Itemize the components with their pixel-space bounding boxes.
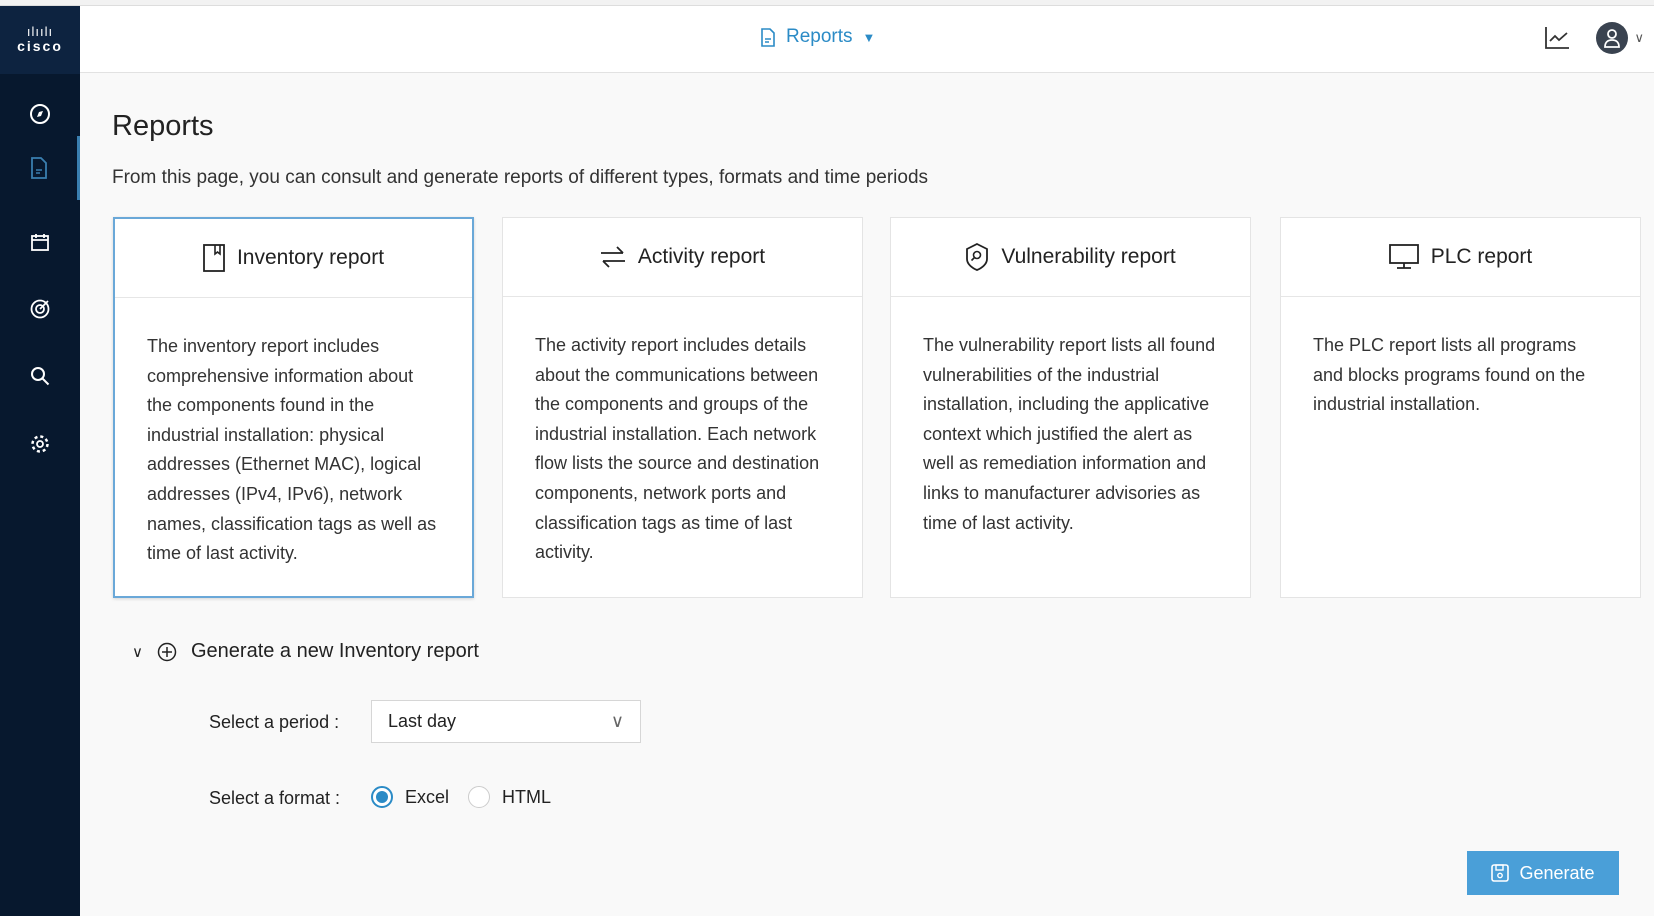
- generate-button-label: Generate: [1519, 862, 1595, 883]
- cisco-logo[interactable]: ılıılı cisco: [0, 6, 80, 74]
- target-icon: [30, 299, 50, 319]
- card-description: The activity report includes details abo…: [535, 335, 820, 563]
- card-title: Activity report: [637, 245, 766, 268]
- format-radio-html[interactable]: HTML: [468, 786, 551, 808]
- document-icon: [761, 27, 775, 47]
- generate-heading: Generate a new Inventory report: [190, 640, 479, 662]
- radio-button-checked[interactable]: [371, 786, 393, 808]
- card-title: PLC report: [1430, 245, 1533, 268]
- sidebar-item-reports[interactable]: [0, 136, 80, 200]
- page-title: Reports: [112, 110, 214, 142]
- document-icon: [30, 157, 47, 179]
- format-label: Select a format :: [209, 788, 341, 808]
- format-radio-excel[interactable]: Excel: [371, 786, 449, 808]
- card-activity-report[interactable]: Activity report The activity report incl…: [502, 217, 863, 598]
- card-inventory-report[interactable]: Inventory report The inventory report in…: [113, 217, 474, 598]
- card-description: The vulnerability report lists all found…: [923, 335, 1216, 533]
- sidebar: ılıılı cisco: [0, 6, 80, 916]
- chevron-down-icon: ∨: [132, 643, 143, 661]
- card-description: The PLC report lists all programs and bl…: [1313, 335, 1586, 415]
- window-top-border: [0, 0, 1654, 6]
- card-title: Vulnerability report: [1001, 245, 1176, 268]
- sidebar-item-search[interactable]: [0, 346, 80, 406]
- card-plc-report[interactable]: PLC report The PLC report lists all prog…: [1280, 217, 1641, 598]
- sidebar-item-events[interactable]: [0, 212, 80, 272]
- generate-section-toggle[interactable]: ∨ Generate a new Inventory report: [132, 640, 479, 663]
- page-description: From this page, you can consult and gene…: [112, 167, 929, 188]
- plus-circle-icon: [157, 642, 177, 661]
- generate-button[interactable]: Generate: [1467, 851, 1619, 895]
- bookmark-icon: [203, 244, 225, 272]
- chevron-down-icon: ∨: [610, 711, 624, 731]
- reports-menu-label: Reports: [786, 26, 853, 47]
- monitor-icon: [1388, 244, 1419, 269]
- calendar-icon: [31, 234, 49, 251]
- chart-icon[interactable]: [1544, 26, 1570, 50]
- compass-icon: [30, 104, 50, 124]
- reports-menu[interactable]: Reports ▼: [760, 26, 875, 48]
- radio-label: Excel: [405, 786, 450, 807]
- user-icon: [1604, 29, 1621, 48]
- sidebar-item-monitor[interactable]: [0, 279, 80, 339]
- arrows-icon: [600, 246, 625, 268]
- gear-icon: [31, 435, 49, 453]
- card-description: The inventory report includes comprehens…: [147, 336, 437, 564]
- save-icon: [1491, 864, 1510, 882]
- search-icon: [31, 367, 50, 386]
- card-vulnerability-report[interactable]: Vulnerability report The vulnerability r…: [890, 217, 1251, 598]
- avatar: [1596, 22, 1629, 54]
- shield-icon: [966, 243, 989, 271]
- card-title: Inventory report: [236, 246, 385, 269]
- top-header: Reports ▼ ∨: [80, 6, 1654, 73]
- sidebar-item-explore[interactable]: [0, 84, 80, 144]
- sidebar-item-settings[interactable]: [0, 414, 80, 474]
- period-value: Last day: [388, 711, 457, 731]
- user-menu[interactable]: ∨: [1596, 22, 1644, 54]
- chevron-down-icon: ∨: [1634, 30, 1644, 45]
- period-label: Select a period :: [209, 712, 340, 732]
- period-select[interactable]: Last day ∨: [371, 700, 641, 743]
- caret-down-icon: ▼: [862, 29, 876, 45]
- radio-button[interactable]: [468, 786, 490, 808]
- radio-label: HTML: [502, 786, 551, 807]
